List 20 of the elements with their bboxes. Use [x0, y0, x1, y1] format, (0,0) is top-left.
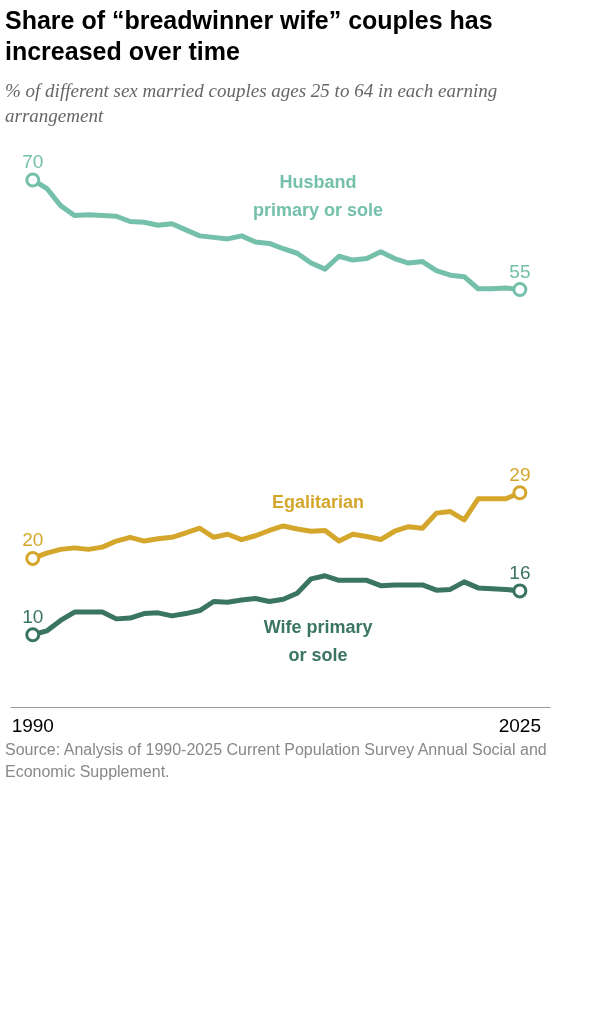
point: [25, 627, 41, 643]
series-label: Husband primary or sole: [253, 171, 384, 220]
series-label: Wife primary or sole: [263, 617, 373, 666]
data-label: 10: [22, 605, 44, 627]
point: [25, 172, 41, 188]
data-label: 20: [22, 529, 44, 551]
point: [512, 485, 528, 500]
chart-title: Share of “breadwinner wife” couples has increased over time: [5, 5, 494, 68]
source-note: Source: Analysis of 1990-2025 Current Population Survey Annual Social and Economic Supplement.: [5, 739, 548, 783]
data-label: 16: [509, 561, 531, 583]
point: [512, 281, 528, 297]
data-label: 55: [509, 260, 531, 282]
x-tick-label: 2025: [498, 714, 542, 736]
chart-subtitle: % of different sex married couples ages 25 to 64 in each earning arrangement: [5, 78, 499, 129]
data-label: 70: [22, 150, 44, 172]
x-tick-label: 1990: [11, 714, 54, 736]
series-label: Egalitarian: [272, 491, 365, 512]
data-label: 29: [509, 463, 531, 485]
point: [25, 550, 41, 566]
point: [512, 583, 528, 599]
